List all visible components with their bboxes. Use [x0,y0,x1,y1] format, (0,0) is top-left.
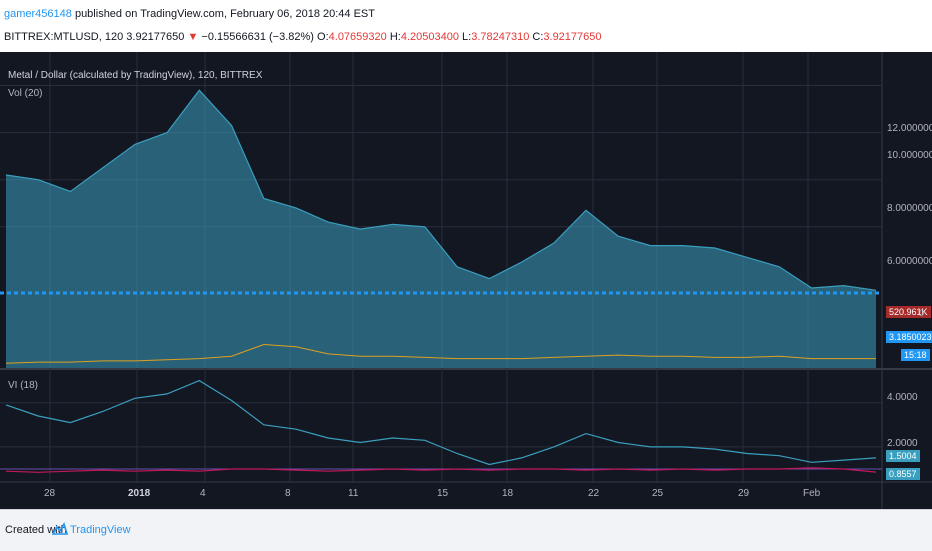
vi-tick: 4.0000 [887,392,918,403]
vi-plus-line [5,379,877,466]
volume-tag-suffix: 0 [919,308,925,318]
main-pane-title: Metal / Dollar (calculated by TradingVie… [8,70,263,81]
vi-minus-tag: 0.8557 [886,468,920,480]
volume-value-tag: 520.961K [886,306,931,318]
low-label: L: [462,31,472,43]
time-tick: 2018 [128,488,151,499]
change-value: −0.15566631 (−3.82%) [201,31,314,43]
open-label: O: [317,31,329,43]
created-with-text: Created with [5,524,67,536]
vi-minus-line [5,467,877,473]
author-link[interactable]: gamer456148 [4,8,72,20]
low-value: 3.78247310 [471,31,530,43]
tradingview-logo-icon[interactable] [52,522,68,536]
countdown-tag: 15:18 [901,349,930,361]
vi-plus-tag: 1.5004 [886,450,920,462]
open-value: 4.07659320 [328,31,387,43]
volume-ma-line [5,343,876,364]
price-tick: 12.00000000 [887,123,932,134]
time-tick: 22 [588,488,600,499]
time-tick: 4 [200,488,206,499]
tradingview-brand-link[interactable]: TradingView [70,524,131,536]
price-tick: 8.00000000 [887,203,932,214]
symbol-line: BITTREX:MTLUSD, 120 3.92177650 ▼ −0.1556… [4,31,602,43]
vi-indicator-label: VI (18) [8,380,39,391]
chart-area[interactable]: Metal / Dollar (calculated by TradingVie… [0,52,932,509]
price-area-fill [6,90,876,368]
time-tick: 28 [44,488,56,499]
chart-svg[interactable] [0,52,932,509]
time-tick: 15 [437,488,449,499]
close-label: C: [532,31,544,43]
last-price: 3.92177650 [126,31,185,43]
publish-header: gamer456148 published on TradingView.com… [0,0,932,52]
high-value: 4.20503400 [400,31,459,43]
price-tick: 10.00000000 [887,150,932,161]
publish-line: gamer456148 published on TradingView.com… [4,8,375,20]
time-tick: 11 [348,488,359,499]
current-price-tag: 3.18500230 [886,331,932,343]
time-tick: 8 [285,488,291,499]
footer: Created with TradingView [0,509,932,551]
published-text: published on TradingView.com, February 0… [71,8,375,20]
time-tick: 29 [738,488,750,499]
close-value: 3.92177650 [543,31,602,43]
price-series-line [5,89,877,291]
vi-tick: 2.0000 [887,438,918,449]
down-arrow-icon: ▼ [187,31,199,43]
volume-indicator-label: Vol (20) [8,88,43,99]
time-tick: 25 [652,488,664,499]
high-label: H: [389,31,401,43]
time-tick: Feb [803,488,821,499]
symbol-label: BITTREX:MTLUSD, 120 [4,31,124,43]
time-tick: 18 [502,488,514,499]
price-tick: 6.00000000 [887,256,932,267]
